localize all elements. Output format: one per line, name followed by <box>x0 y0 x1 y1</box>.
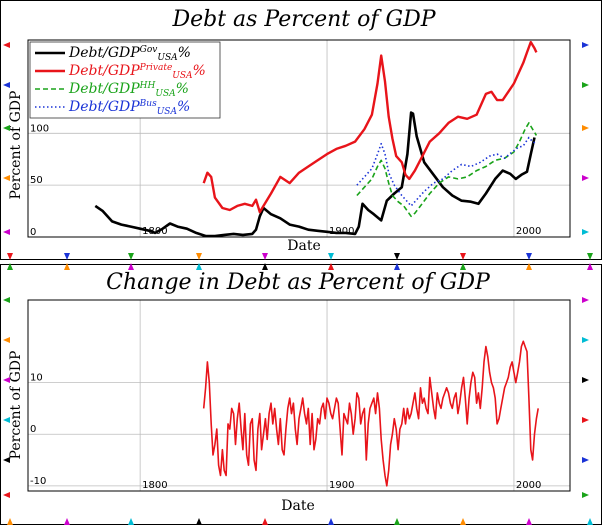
top-series-line-1 <box>94 111 536 238</box>
edge-marker <box>7 263 13 270</box>
bottom-y-tick-label: 0 <box>30 424 36 435</box>
bottom-series-line-1 <box>202 340 539 487</box>
edge-marker <box>394 263 400 270</box>
edge-marker <box>582 229 589 235</box>
edge-marker <box>582 337 589 343</box>
edge-marker <box>196 263 202 270</box>
bottom-y-axis-label: Percent of GDP <box>8 351 24 460</box>
edge-markers <box>3 42 593 525</box>
top-x-tick-label: 1900 <box>329 226 354 237</box>
bottom-series-lines <box>202 340 539 487</box>
top-y-axis-label: Percent of GDP <box>8 91 24 200</box>
legend-entry-2: Debt/GDPPrivateUSA% <box>68 63 206 81</box>
edge-marker <box>128 263 134 270</box>
edge-marker <box>262 253 268 260</box>
top-x-tick-label: 2000 <box>516 226 541 237</box>
edge-marker <box>3 492 10 498</box>
debt-chart-panel: Debt as Percent of GDP 1800 1900 200005010… <box>0 0 602 260</box>
edge-marker <box>582 125 589 131</box>
edge-marker <box>582 377 589 383</box>
edge-marker <box>587 263 593 270</box>
edge-marker <box>64 253 70 260</box>
edge-marker <box>3 457 10 463</box>
edge-marker <box>7 253 13 260</box>
edge-marker <box>582 457 589 463</box>
edge-marker <box>262 263 268 270</box>
bottom-y-tick-label: 10 <box>30 373 43 384</box>
edge-marker <box>262 518 268 525</box>
edge-marker <box>587 518 593 525</box>
edge-marker <box>128 253 134 260</box>
edge-marker <box>526 518 532 525</box>
legend-entry-1: Debt/GDPGovUSA% <box>68 45 191 63</box>
edge-marker <box>582 82 589 88</box>
bottom-tick-labels: 1800 1900 2000 -10 0 10 <box>30 373 541 491</box>
bottom-gridlines <box>28 300 570 491</box>
edge-marker <box>3 82 10 88</box>
top-series-lines <box>94 40 538 238</box>
legend-entry-4: Debt/GDPBusUSA% <box>68 99 190 117</box>
top-y-tick-label: 50 <box>30 175 43 186</box>
bottom-chart-title: Change in Debt as Percent of GDP <box>106 270 491 295</box>
top-chart-title: Debt as Percent of GDP <box>171 7 436 32</box>
bottom-x-axis-label: Date <box>281 498 314 514</box>
edge-marker <box>582 175 589 181</box>
edge-marker <box>328 253 334 260</box>
top-y-tick-label: 100 <box>30 123 49 134</box>
edge-marker <box>196 253 202 260</box>
edge-marker <box>328 518 334 525</box>
bottom-x-tick-label: 1800 <box>142 480 167 491</box>
legend-entry-3: Debt/GDPHHUSA% <box>68 81 189 99</box>
bottom-y-tick-label: -10 <box>30 476 46 487</box>
edge-marker <box>128 518 134 525</box>
edge-marker <box>394 253 400 260</box>
top-series-line-4 <box>356 136 537 207</box>
edge-marker <box>3 337 10 343</box>
top-panel-border <box>0 0 602 260</box>
edge-marker <box>196 518 202 525</box>
bottom-x-tick-label: 2000 <box>516 480 541 491</box>
top-x-axis-label: Date <box>287 238 320 254</box>
edge-marker <box>3 125 10 131</box>
edge-marker <box>460 263 466 270</box>
top-series-line-2 <box>202 40 538 214</box>
top-series-line-3 <box>356 122 538 218</box>
edge-marker <box>460 518 466 525</box>
edge-marker <box>64 518 70 525</box>
edge-marker <box>3 417 10 423</box>
bottom-plot-frame <box>27 299 571 492</box>
edge-marker <box>582 417 589 423</box>
change-chart-panel: Change in Debt as Percent of GDP 1800 190… <box>0 264 602 525</box>
edge-marker <box>3 229 10 235</box>
edge-marker <box>3 175 10 181</box>
edge-marker <box>7 518 13 525</box>
edge-marker <box>582 297 589 303</box>
bottom-x-tick-label: 1900 <box>329 480 354 491</box>
edge-marker <box>328 263 334 270</box>
edge-marker <box>582 492 589 498</box>
edge-marker <box>526 263 532 270</box>
edge-marker <box>460 253 466 260</box>
top-y-tick-label: 0 <box>30 227 36 238</box>
legend-box <box>29 41 221 119</box>
edge-marker <box>3 297 10 303</box>
legend: Debt/GDPGovUSA%Debt/GDPPrivateUSA%Debt/G… <box>29 41 221 119</box>
edge-marker <box>587 253 593 260</box>
edge-marker <box>582 42 589 48</box>
edge-marker <box>3 42 10 48</box>
edge-marker <box>394 518 400 525</box>
top-plot-frame <box>27 39 571 238</box>
edge-marker <box>526 253 532 260</box>
edge-marker <box>3 377 10 383</box>
edge-marker <box>64 263 70 270</box>
